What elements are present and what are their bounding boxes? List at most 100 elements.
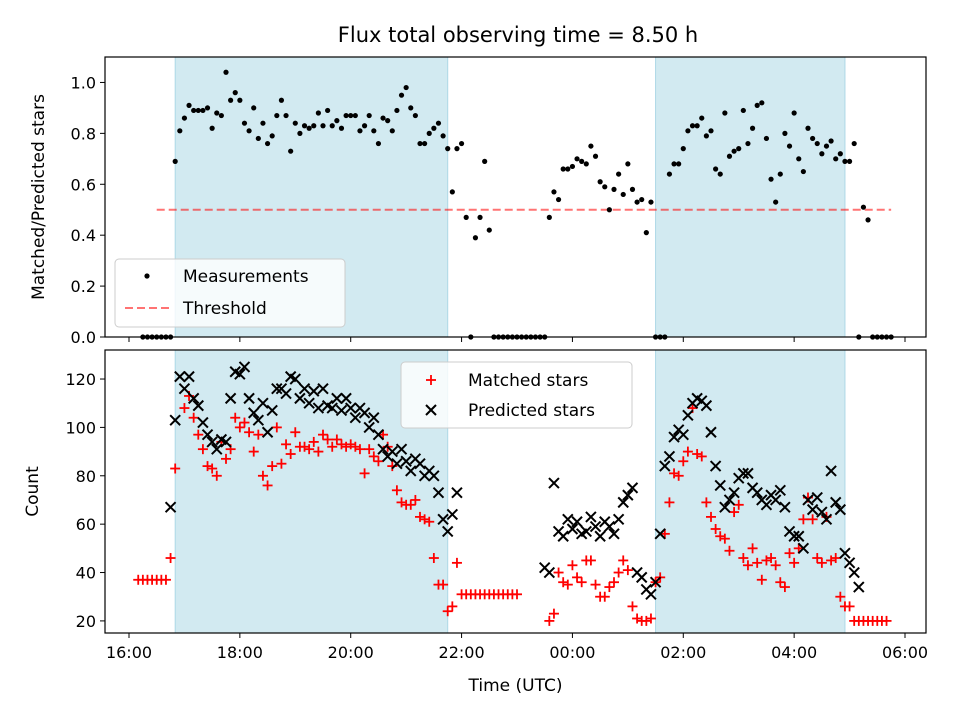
cross-b bbox=[331, 392, 343, 405]
measurement-point bbox=[602, 184, 608, 190]
predicted-star-point bbox=[331, 392, 343, 405]
predicted-star-point bbox=[709, 460, 722, 472]
legend-marker-measurements bbox=[144, 273, 150, 279]
cross-b bbox=[358, 407, 371, 419]
matched-star-point bbox=[447, 601, 458, 612]
cross-b bbox=[174, 370, 186, 383]
predicted-star-point bbox=[705, 426, 717, 438]
bottom-y-axis-label: Count bbox=[23, 466, 43, 517]
cross-b bbox=[760, 499, 773, 511]
measurement-point bbox=[837, 151, 843, 157]
predicted-star-point bbox=[377, 443, 389, 455]
legend-label-threshold: Threshold bbox=[182, 299, 267, 319]
measurement-point bbox=[408, 105, 414, 111]
measurement-point bbox=[232, 90, 238, 96]
measurement-point bbox=[264, 140, 271, 147]
matched-star-point bbox=[622, 565, 633, 576]
measurement-point bbox=[740, 107, 746, 114]
matched-star-point bbox=[761, 555, 772, 566]
measurement-point bbox=[846, 158, 853, 164]
matched-star-point bbox=[170, 463, 181, 474]
cross-b bbox=[326, 402, 338, 414]
cross-b bbox=[682, 409, 694, 422]
predicted-star-point bbox=[811, 491, 823, 504]
matched-star-point bbox=[410, 494, 421, 505]
measurement-point bbox=[565, 166, 571, 172]
predicted-star-point bbox=[451, 487, 463, 499]
x-tick-label: 22:00 bbox=[439, 643, 485, 662]
cross-b bbox=[566, 523, 579, 535]
matched-star-point bbox=[267, 461, 278, 472]
predicted-star-point bbox=[668, 431, 680, 443]
measurement-point bbox=[288, 148, 294, 154]
predicted-star-point bbox=[802, 494, 814, 506]
matched-star-point bbox=[373, 456, 384, 467]
cross-b bbox=[617, 496, 629, 509]
measurement-point bbox=[255, 135, 261, 142]
predicted-star-point bbox=[280, 387, 292, 400]
cross-b bbox=[215, 433, 228, 446]
cross-b bbox=[774, 484, 786, 496]
cross-b bbox=[284, 370, 297, 383]
measurement-point bbox=[204, 105, 211, 111]
predicted-star-point bbox=[261, 426, 274, 438]
cross-b bbox=[432, 487, 445, 499]
measurement-point bbox=[348, 112, 354, 119]
cross-b bbox=[252, 414, 265, 426]
y-tick-label: 100 bbox=[65, 418, 96, 437]
measurement-point bbox=[431, 125, 437, 131]
predicted-star-point bbox=[626, 482, 639, 494]
measurement-point bbox=[486, 227, 492, 233]
matched-star-point bbox=[779, 582, 790, 593]
matched-star-point bbox=[350, 441, 361, 452]
predicted-star-point bbox=[428, 470, 440, 482]
cross-b bbox=[220, 436, 232, 448]
y-tick-label: 0.8 bbox=[71, 124, 96, 143]
top-shaded-intervals bbox=[174, 56, 846, 338]
matched-star-point bbox=[544, 615, 555, 626]
cross-b bbox=[548, 477, 560, 489]
measurement-point bbox=[796, 156, 802, 162]
cross-b bbox=[298, 382, 311, 395]
predicted-star-point bbox=[252, 414, 265, 426]
measurement-point bbox=[385, 118, 391, 124]
measurement-point bbox=[325, 107, 331, 114]
predicted-star-point bbox=[437, 513, 449, 526]
matched-star-point bbox=[253, 429, 264, 440]
legend-marker-matched bbox=[426, 375, 436, 385]
measurement-point bbox=[389, 128, 395, 134]
measurement-point bbox=[546, 214, 552, 220]
cross-b bbox=[853, 581, 865, 593]
measurement-point bbox=[611, 186, 617, 192]
matched-star-point bbox=[562, 579, 573, 590]
measurement-point bbox=[172, 158, 178, 164]
matched-star-point bbox=[844, 601, 855, 612]
predicted-star-point bbox=[571, 516, 583, 528]
legend-marker-predicted bbox=[425, 404, 437, 416]
cross-b bbox=[386, 445, 398, 458]
matched-star-point bbox=[391, 485, 402, 496]
measurement-point bbox=[588, 143, 594, 149]
measurement-point bbox=[278, 97, 285, 103]
measurement-point bbox=[375, 140, 382, 147]
matched-star-point bbox=[692, 449, 703, 460]
cross-b bbox=[737, 467, 750, 480]
cross-b bbox=[178, 382, 191, 395]
cross-b bbox=[603, 520, 616, 533]
matched-star-point bbox=[396, 497, 407, 508]
predicted-star-point bbox=[363, 421, 375, 434]
predicted-star-point bbox=[636, 571, 648, 584]
matched-star-point bbox=[789, 557, 800, 568]
predicted-star-point bbox=[608, 528, 620, 540]
measurement-point bbox=[352, 112, 358, 119]
measurement-point bbox=[851, 140, 857, 147]
cross-b bbox=[839, 547, 851, 559]
measurement-point bbox=[482, 158, 488, 164]
cross-b bbox=[562, 513, 574, 526]
measurement-point bbox=[315, 110, 321, 116]
predicted-star-point bbox=[340, 392, 352, 405]
measurement-point bbox=[717, 171, 723, 177]
measurement-point bbox=[186, 102, 192, 108]
measurement-point bbox=[666, 171, 673, 177]
matched-star-point bbox=[710, 523, 721, 534]
